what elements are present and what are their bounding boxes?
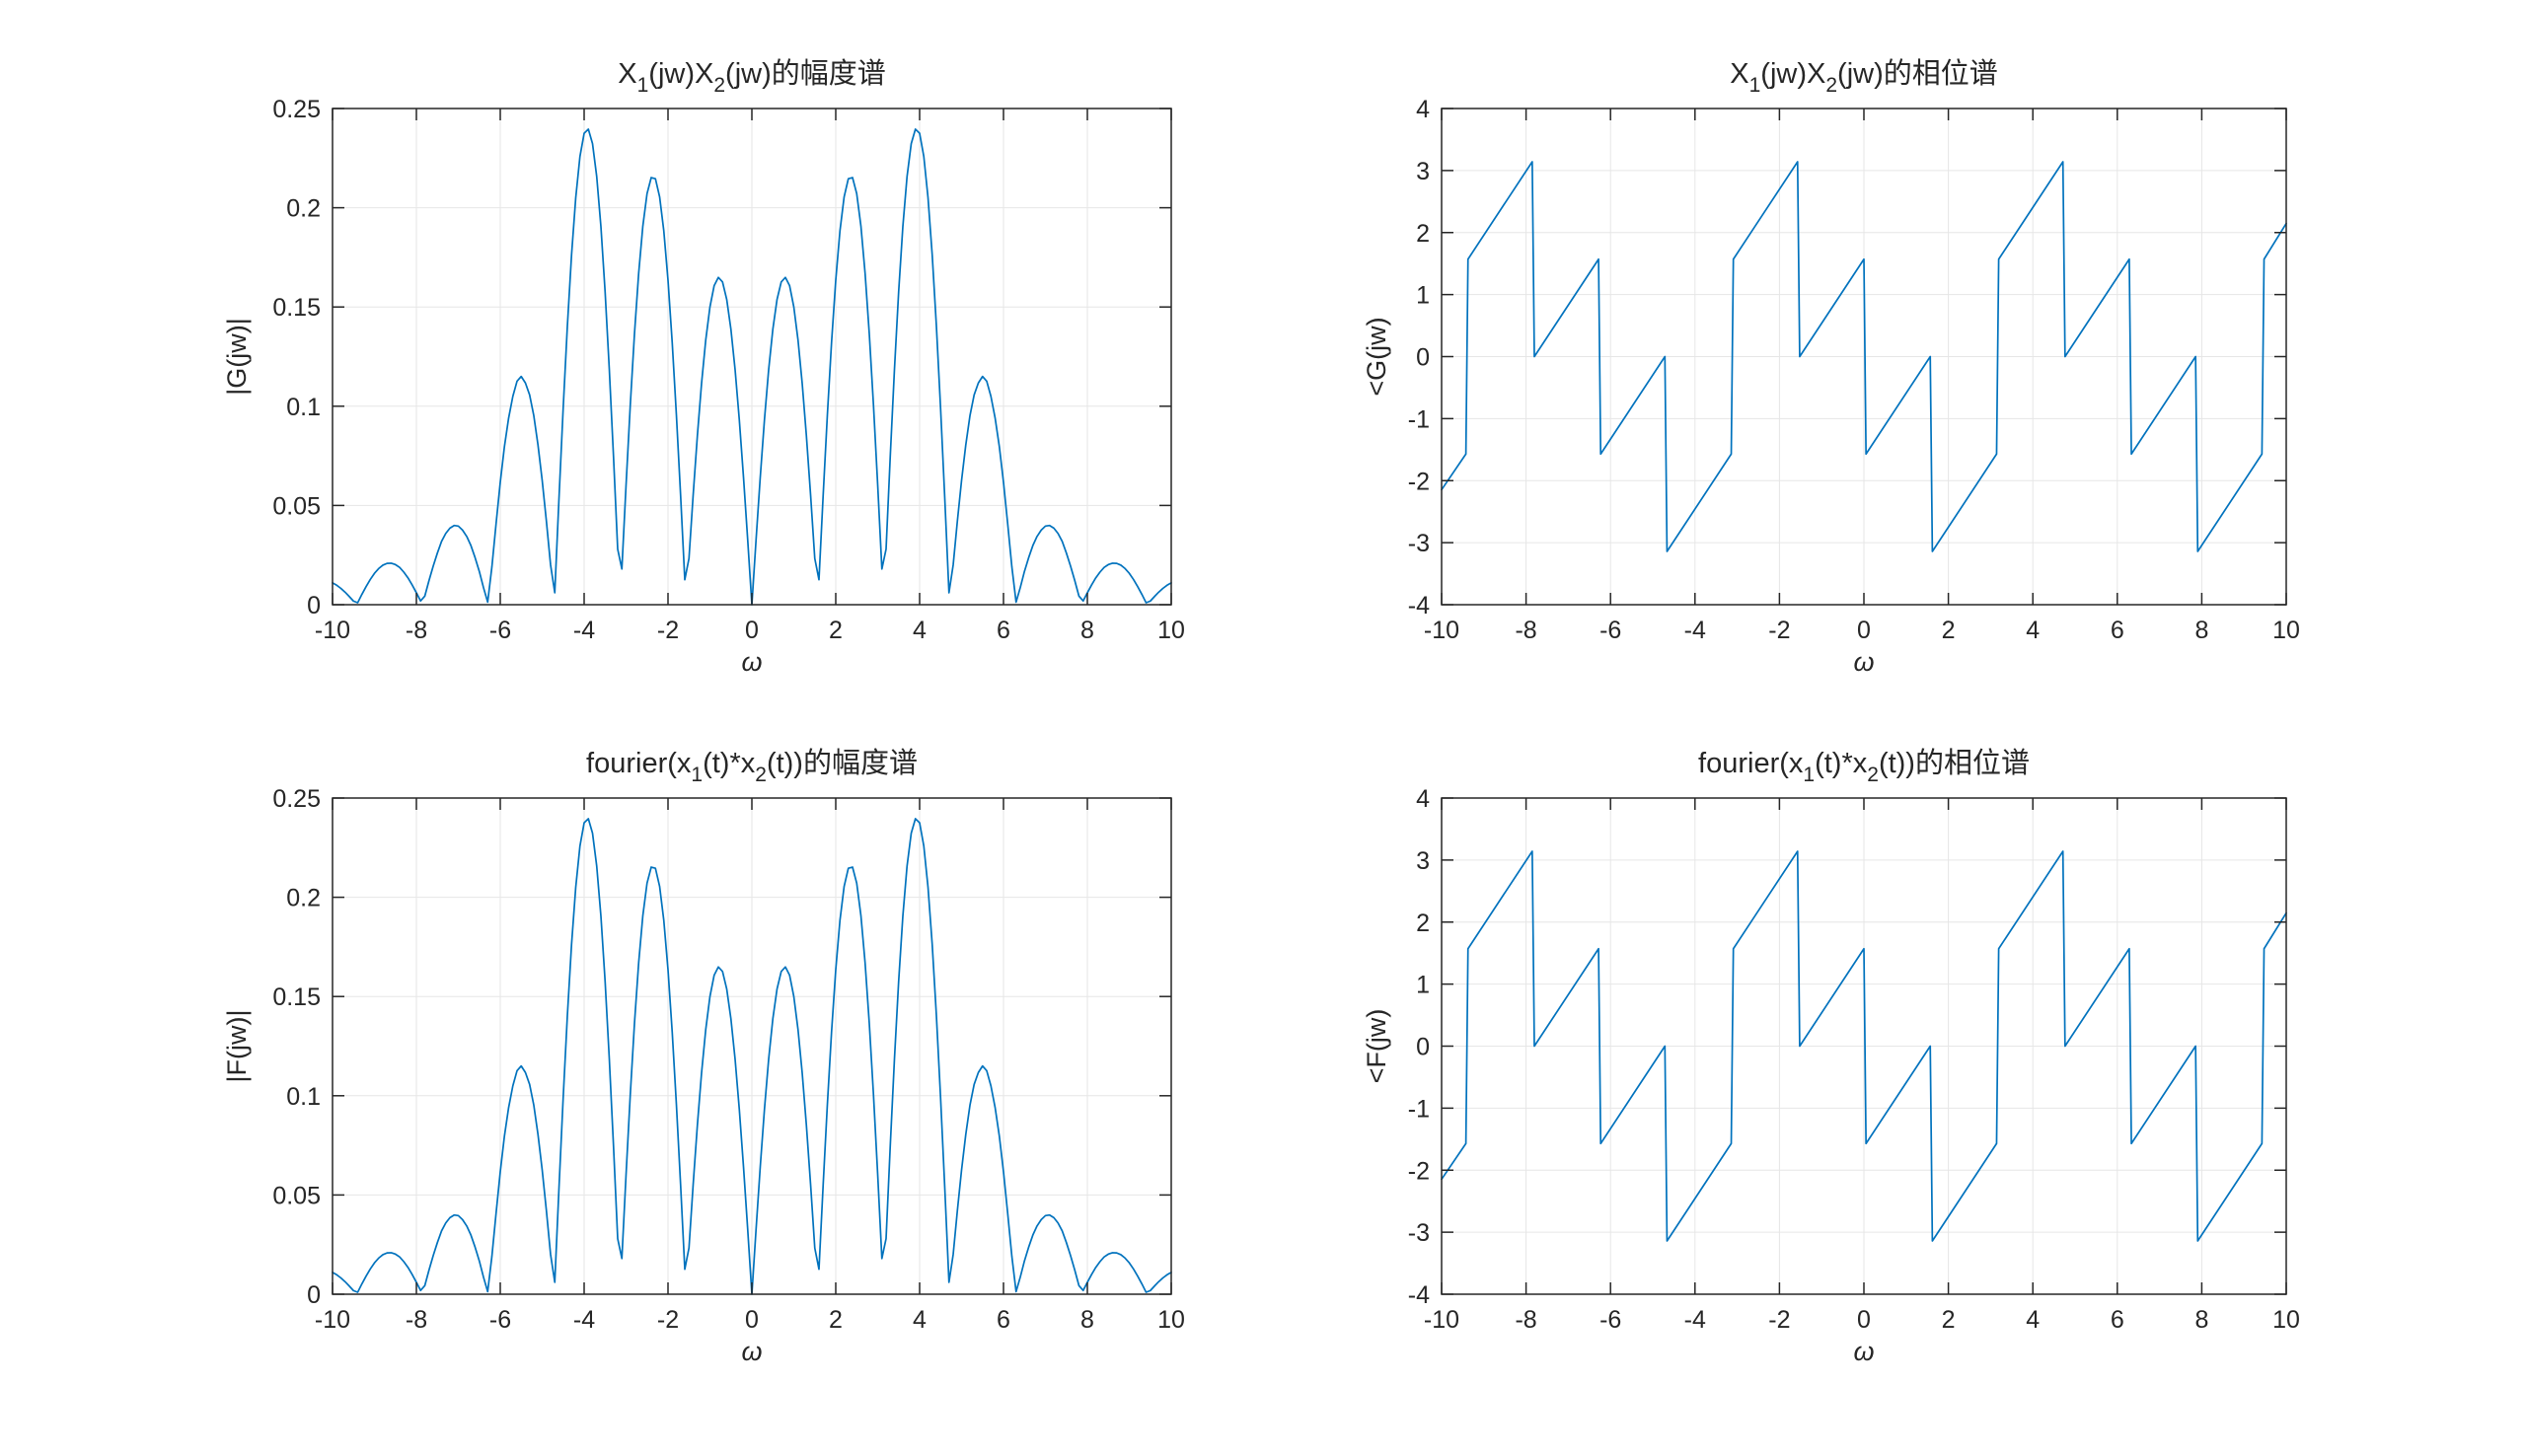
y-tick-label: 3 [1416, 847, 1430, 875]
y-tick-label: -1 [1408, 1095, 1430, 1123]
y-tick-label: -4 [1408, 1281, 1430, 1309]
y-tick-label: 4 [1416, 96, 1430, 123]
x-tick-label: 0 [745, 1306, 759, 1334]
x-tick-label: -6 [1599, 1306, 1621, 1334]
x-tick-label: -8 [406, 1306, 427, 1334]
y-tick-label: -2 [1408, 1157, 1430, 1185]
y-tick-label: 0.25 [272, 785, 321, 813]
x-tick-label: 6 [2111, 617, 2124, 644]
x-tick-label: 0 [1857, 1306, 1871, 1334]
x-tick-label: -6 [1599, 617, 1621, 644]
x-tick-label: 10 [1157, 617, 1185, 644]
x-tick-label: 6 [997, 1306, 1010, 1334]
y-axis-label: |F(jw)| [222, 1010, 252, 1083]
x-tick-label: -4 [1684, 617, 1706, 644]
y-tick-label: 0 [1416, 1034, 1430, 1061]
x-tick-label: -2 [657, 617, 679, 644]
x-tick-label: 2 [829, 617, 843, 644]
y-tick-label: 4 [1416, 785, 1430, 813]
y-tick-label: 0.25 [272, 96, 321, 123]
x-tick-label: -2 [1768, 1306, 1790, 1334]
x-tick-label: 8 [1080, 617, 1094, 644]
y-tick-label: 0.1 [286, 394, 321, 421]
x-tick-label: 10 [2272, 617, 2300, 644]
x-tick-label: 4 [913, 617, 927, 644]
y-tick-label: 0.2 [286, 885, 321, 912]
y-tick-label: 3 [1416, 158, 1430, 185]
x-tick-label: 2 [829, 1306, 843, 1334]
y-tick-label: 0.05 [272, 1182, 321, 1209]
x-tick-label: 6 [2111, 1306, 2124, 1334]
x-tick-label: -10 [315, 617, 350, 644]
x-tick-label: -10 [1424, 1306, 1459, 1334]
plot-g-phase-spectrum: -10 -8 -6 -4 -2 0 2 4 6 8 10-4-3-2-101234X1(jw)X2(… [1362, 57, 2300, 677]
plot-title: X1(jw)X2(jw)的相位谱 [1730, 57, 1997, 97]
y-tick-label: 0.05 [272, 492, 321, 520]
x-tick-label: 8 [2194, 617, 2208, 644]
x-tick-label: -10 [315, 1306, 350, 1334]
x-tick-label: -4 [573, 1306, 595, 1334]
x-tick-label: -2 [657, 1306, 679, 1334]
x-tick-label: 4 [2026, 1306, 2040, 1334]
plot-title: X1(jw)X2(jw)的幅度谱 [618, 57, 885, 97]
y-tick-label: 2 [1416, 220, 1430, 248]
x-tick-label: 0 [745, 617, 759, 644]
x-tick-label: -2 [1768, 617, 1790, 644]
y-tick-label: -4 [1408, 592, 1430, 619]
x-tick-label: -8 [1515, 617, 1536, 644]
x-tick-label: 4 [913, 1306, 927, 1334]
y-tick-label: 0.15 [272, 983, 321, 1011]
y-tick-label: -2 [1408, 468, 1430, 495]
x-tick-label: 10 [1157, 1306, 1185, 1334]
y-tick-label: -3 [1408, 1219, 1430, 1247]
x-axis-label: ω [741, 647, 762, 677]
y-tick-label: 0.15 [272, 294, 321, 322]
y-tick-label: 0.2 [286, 195, 321, 223]
plot-title: fourier(x1(t)*x2(t))的相位谱 [1698, 747, 2030, 786]
plot-f-phase-spectrum: -10 -8 -6 -4 -2 0 2 4 6 8 10-4-3-2-101234fourier(x… [1362, 747, 2300, 1366]
plot-f-magnitude-spectrum: -10 -8 -6 -4 -2 0 2 4 6 8 10 0 0.05 0.1 0.15 0.2 0.25 fou… [222, 747, 1185, 1366]
x-axis-label: ω [1853, 647, 1874, 677]
y-tick-label: 1 [1416, 972, 1430, 999]
series-line [1441, 850, 2287, 1242]
y-tick-label: 0.1 [286, 1083, 321, 1111]
x-tick-label: 0 [1857, 617, 1871, 644]
x-tick-label: 8 [1080, 1306, 1094, 1334]
y-axis-label: |G(jw)| [222, 318, 252, 396]
x-axis-label: ω [741, 1337, 762, 1366]
y-tick-label: 0 [307, 1281, 321, 1309]
x-tick-label: -4 [1684, 1306, 1706, 1334]
plot-g-magnitude-spectrum: -10 -8 -6 -4 -2 0 2 4 6 8 10 0 0.05 0.1 0.15 0.2 0.25 X1(… [222, 57, 1185, 677]
x-tick-label: -8 [406, 617, 427, 644]
y-tick-label: 0 [307, 592, 321, 619]
x-tick-label: -8 [1515, 1306, 1536, 1334]
x-tick-label: 2 [1942, 1306, 1956, 1334]
x-tick-label: 4 [2026, 617, 2040, 644]
y-tick-label: -1 [1408, 405, 1430, 433]
x-tick-label: 10 [2272, 1306, 2300, 1334]
x-tick-label: -6 [489, 1306, 511, 1334]
series-line [1441, 161, 2287, 552]
x-axis-label: ω [1853, 1337, 1874, 1366]
y-tick-label: 2 [1416, 910, 1430, 937]
x-tick-label: 6 [997, 617, 1010, 644]
y-axis-label: <F(jw) [1362, 1009, 1391, 1084]
x-tick-label: 8 [2194, 1306, 2208, 1334]
plot-title: fourier(x1(t)*x2(t))的幅度谱 [586, 747, 918, 786]
y-axis-label: <G(jw) [1362, 317, 1391, 396]
y-tick-label: 1 [1416, 282, 1430, 310]
y-tick-label: -3 [1408, 530, 1430, 557]
x-tick-label: -6 [489, 617, 511, 644]
y-tick-label: 0 [1416, 344, 1430, 372]
x-tick-label: -4 [573, 617, 595, 644]
x-tick-label: 2 [1942, 617, 1956, 644]
x-tick-label: -10 [1424, 617, 1459, 644]
